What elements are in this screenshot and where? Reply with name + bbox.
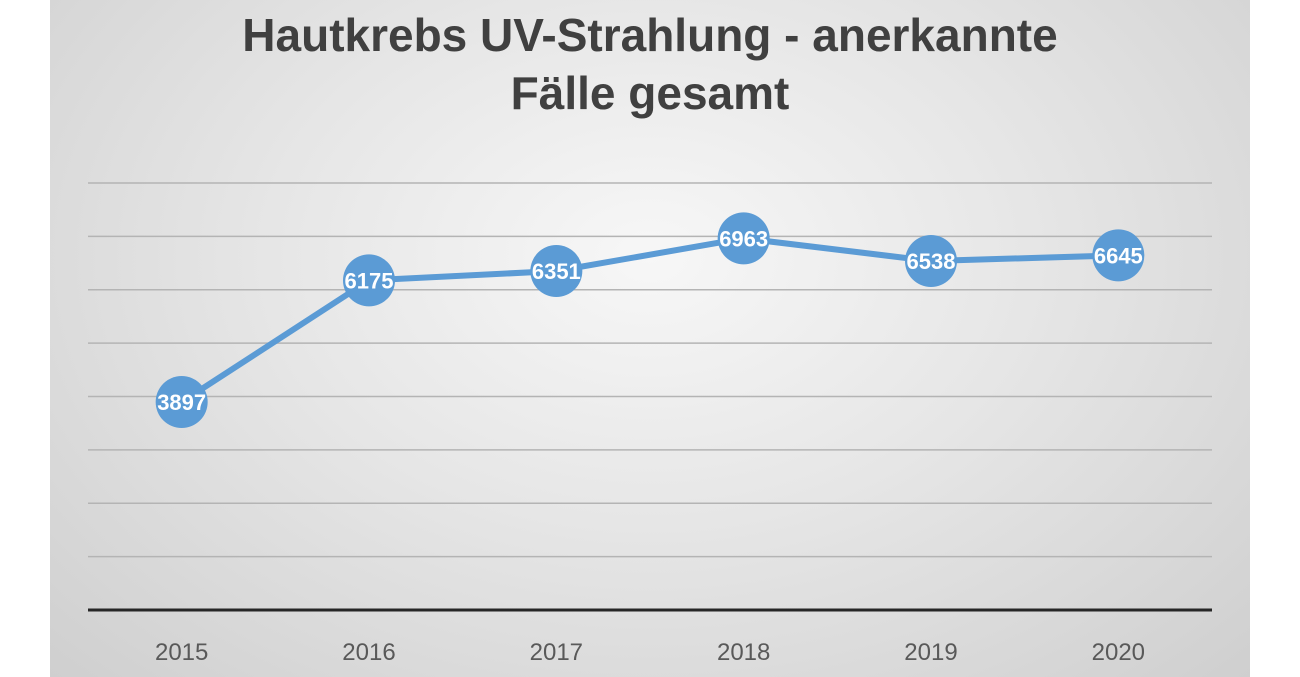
x-axis: 2015 2016 2017 2018 2019 2020	[88, 608, 1212, 666]
data-label: 6963	[719, 226, 768, 251]
chart-title-line-2: Fälle gesamt	[510, 67, 790, 119]
data-point	[343, 254, 395, 307]
series-line	[180, 235, 1119, 405]
data-point	[530, 245, 583, 298]
chart-title-line-1: Hautkrebs UV-Strahlung - anerkannte	[242, 9, 1058, 61]
data-point	[155, 375, 208, 428]
data-label: 3897	[157, 390, 206, 415]
x-tick-label: 2015	[155, 639, 208, 666]
data-label: 6351	[532, 259, 581, 284]
x-tick-label: 2019	[904, 639, 957, 666]
x-tick-label: 2017	[530, 639, 583, 666]
x-tick-label: 2018	[717, 639, 770, 666]
data-label: 6538	[907, 249, 956, 274]
chart-panel: Hautkrebs UV-Strahlung - anerkannte Fäll…	[50, 0, 1250, 677]
series-line-group	[180, 235, 1119, 405]
data-point	[717, 212, 770, 265]
gridlines	[88, 182, 1212, 558]
x-tick-label: 2016	[342, 639, 395, 666]
data-points: 3897 6175 6351 6963 6538 6645	[155, 212, 1145, 428]
data-label: 6645	[1094, 243, 1143, 268]
plot-area: 2015 2016 2017 2018 2019 2020 3897 6175 6351 696…	[88, 182, 1212, 666]
data-point	[905, 235, 957, 288]
data-label: 6175	[345, 268, 394, 293]
data-point	[1092, 229, 1145, 282]
chart-title: Hautkrebs UV-Strahlung - anerkannte Fäll…	[50, 6, 1250, 122]
x-tick-label: 2020	[1092, 639, 1145, 666]
